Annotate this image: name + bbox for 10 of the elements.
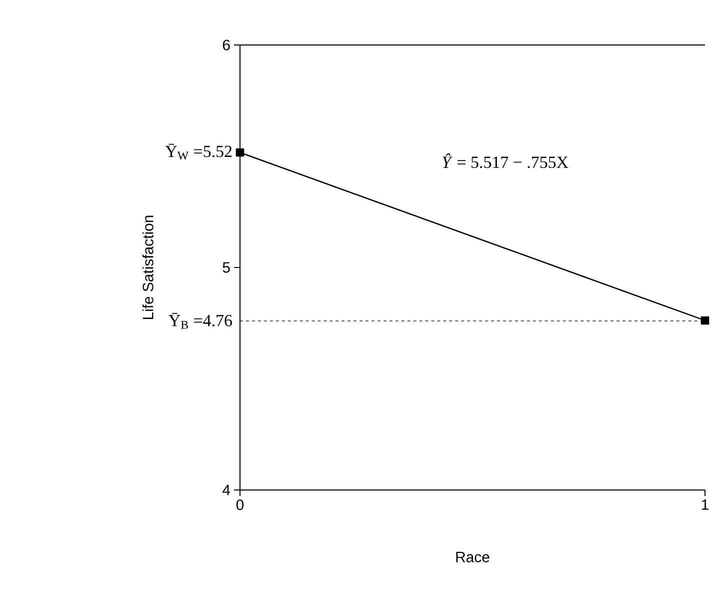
y-tick-label: 4 — [222, 484, 230, 496]
y-tick-label: 6 — [222, 40, 230, 50]
x-tick-label: 1 — [702, 499, 708, 510]
y-axis-title: Life Satisfaction — [142, 216, 154, 320]
annotation: Ȳ$_{B}$ =4.76 — [168, 313, 232, 329]
x-axis-title: Race — [456, 552, 490, 562]
x-tick-label: 0 — [236, 499, 244, 510]
annotation: Ȳ$_{W}$ =5.52 — [165, 144, 232, 160]
y-tick-label: 5 — [222, 262, 230, 273]
annotation: Ŷ = 5.517 − .755X — [442, 153, 568, 168]
